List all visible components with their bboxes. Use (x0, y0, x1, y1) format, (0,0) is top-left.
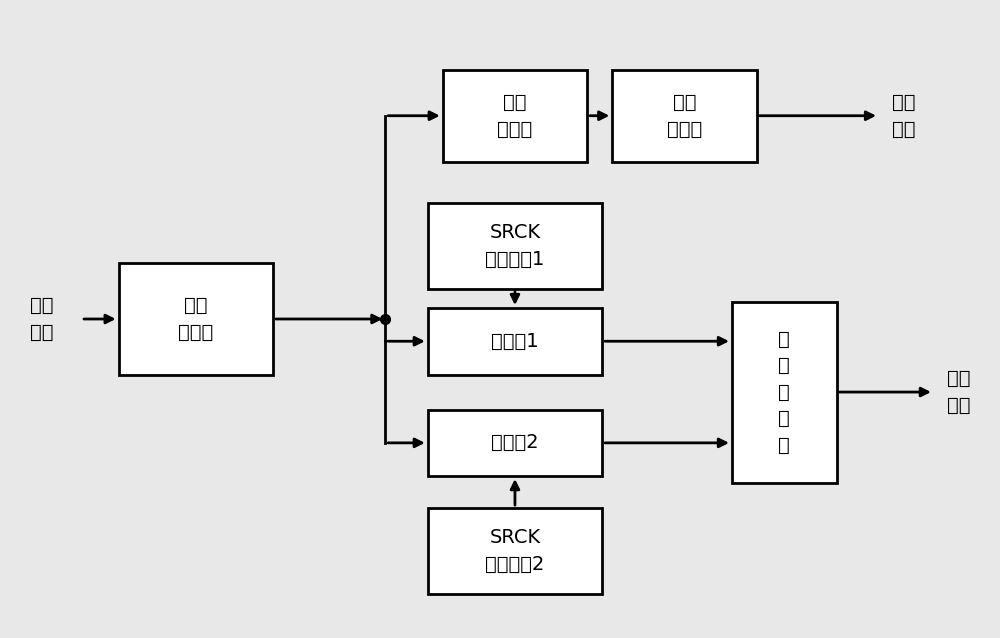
Bar (428, 508, 602, 594)
Text: SRCK
波形样本2: SRCK 波形样本2 (485, 528, 545, 574)
Bar (612, 70, 757, 162)
Text: 相关器1: 相关器1 (491, 332, 539, 351)
Text: 已调
波形: 已调 波形 (30, 296, 53, 342)
Text: 数字
信号: 数字 信号 (947, 369, 970, 415)
Bar (443, 70, 587, 162)
Text: 高通
滤波器: 高通 滤波器 (667, 93, 702, 138)
Text: 比
较
判
决
器: 比 较 判 决 器 (778, 330, 790, 454)
Bar (428, 308, 602, 375)
Bar (428, 410, 602, 476)
Bar (732, 302, 837, 482)
Text: 包络
检波器: 包络 检波器 (497, 93, 533, 138)
Text: 音频
信号: 音频 信号 (892, 93, 916, 138)
Bar (428, 203, 602, 289)
Text: SRCK
波形样本1: SRCK 波形样本1 (485, 223, 545, 269)
Bar (119, 263, 273, 375)
Text: 相关器2: 相关器2 (491, 433, 539, 452)
Text: 带通
滤波器: 带通 滤波器 (178, 296, 213, 342)
